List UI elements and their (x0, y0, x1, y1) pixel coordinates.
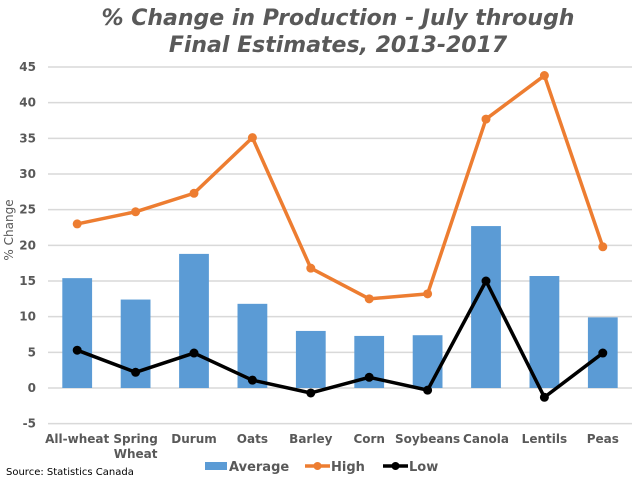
legend: Average High Low (205, 460, 438, 475)
legend-marker-low (391, 462, 400, 470)
chart-title-line-1: % Change in Production - July through (102, 6, 575, 31)
point-low[interactable] (306, 388, 316, 398)
bar-average[interactable] (179, 253, 209, 388)
line-high (76, 73, 605, 301)
y-tick-label: 5 (28, 345, 36, 359)
y-tick-label: 35 (19, 131, 36, 145)
y-tick-label: 15 (19, 274, 36, 288)
lines (72, 71, 608, 402)
x-tick-label: Oats (237, 432, 268, 446)
legend-label-low: Low (409, 460, 438, 475)
legend-item-average[interactable]: Average (205, 460, 289, 475)
point-low[interactable] (481, 276, 491, 286)
bar-average[interactable] (295, 330, 326, 388)
bar-average[interactable] (471, 226, 501, 388)
point-low[interactable] (247, 375, 257, 385)
point-low[interactable] (539, 392, 549, 402)
legend-label-average: Average (229, 460, 289, 475)
point-high[interactable] (72, 219, 82, 229)
x-tick-label: Canola (463, 432, 509, 446)
x-tick-label: Peas (587, 432, 619, 446)
legend-item-low[interactable]: Low (383, 460, 438, 475)
x-tick-label: Barley (289, 432, 332, 446)
bars-average (62, 226, 618, 388)
point-low[interactable] (364, 372, 374, 382)
point-high[interactable] (131, 207, 141, 217)
x-tick-label: Wheat (114, 447, 158, 461)
x-tick-label: Spring (113, 432, 157, 446)
y-tick-label: 20 (19, 238, 36, 252)
bar-average[interactable] (412, 335, 443, 388)
bar-average[interactable] (529, 276, 560, 388)
chart-title-line-2: Final Estimates, 2013-2017 (169, 33, 508, 58)
point-high[interactable] (539, 71, 549, 81)
x-tick-label: Corn (353, 432, 385, 446)
y-tick-label: 45 (19, 60, 36, 74)
point-high[interactable] (306, 263, 316, 273)
legend-item-high[interactable]: High (305, 460, 365, 475)
point-high[interactable] (423, 289, 433, 299)
y-axis-label: % Change (2, 199, 16, 260)
legend-marker-high (313, 462, 322, 470)
y-tick-label: 40 (19, 96, 36, 110)
point-high[interactable] (189, 188, 199, 198)
x-tick-label: Durum (171, 432, 216, 446)
line-low (76, 279, 604, 400)
x-tick-label: Lentils (522, 432, 567, 446)
point-low[interactable] (72, 345, 82, 355)
y-axis-ticks: -5 0 5 10 15 20 25 30 35 40 45 (19, 60, 36, 431)
y-tick-label: 25 (19, 203, 36, 217)
source-note: Source: Statistics Canada (6, 467, 134, 478)
y-tick-label: -5 (23, 417, 36, 431)
x-tick-label: All-wheat (45, 432, 109, 446)
point-high[interactable] (247, 133, 257, 143)
y-tick-label: 10 (19, 310, 36, 324)
legend-label-high: High (331, 460, 365, 475)
point-high[interactable] (364, 294, 374, 304)
x-tick-label: Soybeans (395, 432, 460, 446)
point-high[interactable] (481, 114, 491, 124)
y-tick-label: 30 (19, 167, 36, 181)
point-low[interactable] (423, 385, 433, 395)
point-low[interactable] (189, 348, 199, 358)
point-low[interactable] (131, 367, 141, 377)
bar-average[interactable] (62, 278, 93, 388)
point-high[interactable] (598, 242, 608, 252)
y-tick-label: 0 (28, 381, 36, 395)
point-low[interactable] (598, 348, 608, 358)
legend-swatch-average (205, 462, 227, 470)
